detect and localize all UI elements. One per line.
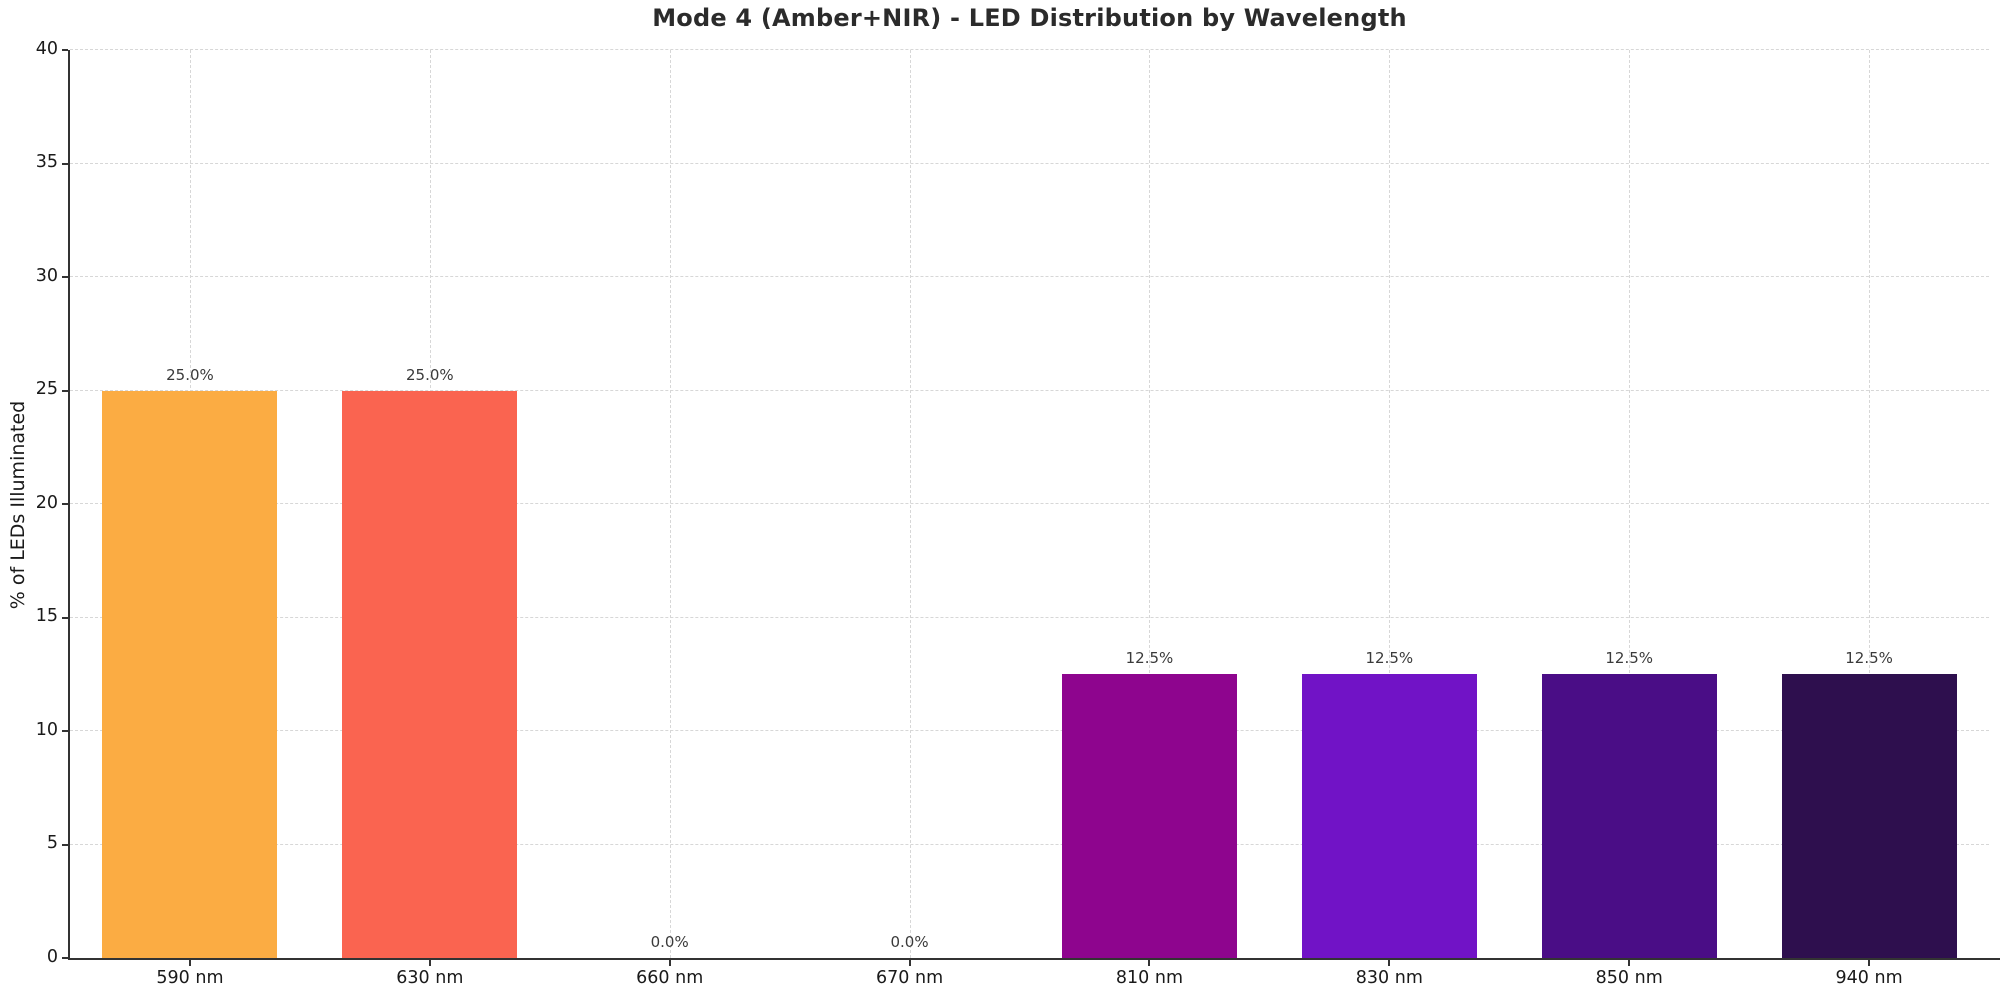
x-tick-mark	[1628, 960, 1631, 966]
bar-value-label: 12.5%	[1605, 649, 1654, 668]
bar-value-label: 12.5%	[1125, 649, 1174, 668]
chart-title: Mode 4 (Amber+NIR) - LED Distribution by…	[652, 4, 1407, 32]
y-tick-mark	[62, 49, 68, 51]
bar-630-nm	[342, 390, 518, 958]
gridline-horizontal	[70, 730, 1989, 731]
gridline-vertical	[1869, 50, 1871, 958]
bar-value-label: 25.0%	[166, 365, 214, 384]
y-tick-label: 15	[35, 606, 58, 627]
gridline-horizontal	[70, 162, 1989, 164]
bar-value-label: 12.5%	[1845, 649, 1893, 668]
bar-830-nm	[1301, 674, 1477, 958]
y-tick-mark	[62, 276, 68, 278]
y-axis-label: % of LEDs Illuminated	[7, 400, 29, 610]
y-tick-label: 25	[35, 379, 58, 400]
y-tick-mark	[62, 162, 68, 165]
x-tick-mark	[188, 960, 191, 966]
x-tick-label: 590 nm	[156, 968, 224, 988]
y-tick-label: 30	[35, 265, 58, 286]
gridline-horizontal	[70, 503, 1989, 504]
x-tick-label: 830 nm	[1355, 968, 1423, 988]
bar-810-nm	[1061, 674, 1237, 958]
y-tick-label: 35	[35, 152, 58, 173]
gridline-horizontal	[70, 49, 1989, 50]
y-tick-label: 0	[46, 946, 58, 967]
x-axis-spine	[68, 958, 2000, 960]
gridline-horizontal	[70, 843, 1989, 845]
y-tick-label: 20	[35, 492, 58, 513]
gridline-horizontal	[70, 616, 1989, 618]
x-tick-mark	[428, 960, 431, 966]
y-axis-spine	[68, 50, 70, 960]
bar-850-nm	[1541, 674, 1717, 958]
x-tick-label: 670 nm	[876, 968, 944, 988]
bar-value-label: 0.0%	[650, 933, 689, 951]
gridline-vertical	[909, 50, 911, 958]
bar-590-nm	[102, 390, 278, 958]
gridline-vertical	[1149, 50, 1151, 958]
gridline-horizontal	[70, 276, 1989, 277]
x-tick-label: 940 nm	[1835, 968, 1903, 988]
plot-area: 25.0% 25.0% 0.0% 0.0% 12.5% 12.5% 12.5% 12.5% 0…	[36, 39, 2000, 988]
x-tick-mark	[1388, 960, 1391, 966]
gridline-horizontal	[70, 389, 1989, 391]
bar-940-nm	[1781, 674, 1957, 958]
x-tick-label: 660 nm	[636, 968, 704, 988]
y-tick-mark	[62, 616, 68, 619]
y-tick-mark	[62, 503, 68, 505]
x-tick-mark	[1868, 960, 1871, 966]
y-tick-label: 40	[35, 38, 58, 59]
x-tick-label: 810 nm	[1115, 968, 1183, 988]
y-tick-mark	[62, 843, 68, 846]
y-tick-mark	[62, 957, 68, 959]
bar-value-label: 12.5%	[1365, 649, 1414, 668]
y-tick-label: 10	[35, 719, 58, 740]
x-tick-label: 850 nm	[1595, 968, 1663, 988]
x-tick-mark	[908, 960, 911, 966]
y-tick-label: 5	[46, 833, 58, 854]
x-tick-mark	[668, 960, 671, 966]
bar-value-label: 0.0%	[890, 933, 929, 951]
x-tick-label: 630 nm	[396, 968, 464, 988]
y-tick-mark	[62, 730, 68, 732]
bar-value-label: 25.0%	[405, 365, 454, 384]
gridline-vertical	[669, 50, 671, 958]
x-tick-mark	[1148, 960, 1151, 966]
y-tick-mark	[62, 389, 68, 392]
gridline-vertical	[1389, 50, 1391, 958]
gridline-vertical	[1629, 50, 1631, 958]
